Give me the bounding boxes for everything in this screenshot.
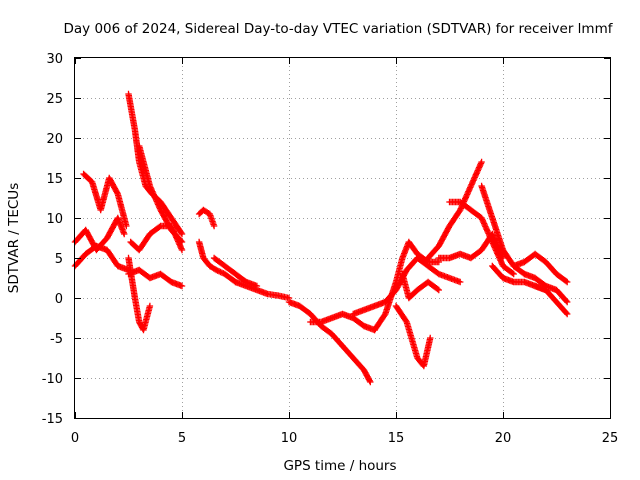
data-point xyxy=(213,266,220,274)
data-point xyxy=(427,334,434,342)
x-tick-label: 10 xyxy=(281,431,298,446)
series-track-19 xyxy=(399,270,442,302)
grid-lines xyxy=(75,58,610,418)
data-point xyxy=(215,268,223,275)
data-point xyxy=(178,238,186,246)
series-track-3 xyxy=(80,170,130,230)
data-point xyxy=(178,282,186,290)
data-point xyxy=(434,285,441,293)
series-track-13 xyxy=(285,298,346,350)
series-track-18 xyxy=(392,302,434,370)
data-point xyxy=(435,286,442,294)
data-point xyxy=(564,310,571,318)
series-track-12 xyxy=(232,278,293,302)
series-track-2 xyxy=(71,242,132,274)
y-tick-label: 20 xyxy=(46,132,63,147)
data-point xyxy=(146,302,154,310)
x-tick-label: 5 xyxy=(178,431,186,446)
y-tick-label: -10 xyxy=(42,372,63,387)
data-point xyxy=(121,230,128,238)
series-track-9 xyxy=(195,206,218,230)
data-point xyxy=(564,278,571,286)
data-point xyxy=(367,378,374,386)
y-tick-label: 5 xyxy=(55,252,63,267)
data-point xyxy=(217,268,224,276)
data-point xyxy=(562,277,570,285)
series-track-14 xyxy=(307,310,378,334)
series-track-20 xyxy=(424,158,485,262)
data-point xyxy=(113,189,121,196)
y-axis-label: SDTVAR / TECUs xyxy=(6,183,22,293)
data-point xyxy=(457,278,464,286)
series-track-6 xyxy=(125,266,186,290)
x-axis-label: GPS time / hours xyxy=(283,458,396,474)
data-point xyxy=(177,229,185,236)
x-tick-label: 0 xyxy=(71,431,79,446)
data-point xyxy=(210,222,218,230)
data-point xyxy=(478,158,485,166)
axis-ticks: 0 5 10 15 20 25 -15 -10 -5 0 5 10 15 20 25 30 xyxy=(42,52,619,446)
data-point xyxy=(123,222,130,230)
series-track-25 xyxy=(510,250,571,286)
data-point xyxy=(178,230,186,238)
data-point xyxy=(509,269,516,277)
data-point xyxy=(563,309,570,317)
data-points xyxy=(71,90,571,386)
x-tick-label: 15 xyxy=(388,431,405,446)
y-tick-label: 15 xyxy=(46,172,63,187)
data-point xyxy=(563,297,570,305)
data-point xyxy=(564,298,571,306)
chart-title: Day 006 of 2024, Sidereal Day-to-day VTE… xyxy=(64,21,614,37)
data-point xyxy=(178,246,186,254)
series-track-15 xyxy=(339,342,374,386)
y-tick-label: -15 xyxy=(42,412,63,427)
x-tick-label: 25 xyxy=(602,431,619,446)
data-point xyxy=(218,269,226,276)
data-point xyxy=(510,270,517,278)
data-point xyxy=(177,237,185,245)
y-tick-label: -5 xyxy=(50,332,63,347)
series-track-4 xyxy=(125,90,186,238)
series-track-10 xyxy=(195,238,239,286)
y-tick-label: 25 xyxy=(46,92,63,107)
y-tick-label: 0 xyxy=(55,292,63,307)
data-point xyxy=(214,267,221,274)
series-track-22 xyxy=(446,198,517,278)
plot-frame xyxy=(74,57,611,419)
x-tick-label: 20 xyxy=(495,431,512,446)
series-track-5 xyxy=(125,254,154,334)
y-tick-label: 30 xyxy=(46,52,63,67)
series-track-8 xyxy=(136,142,186,246)
series-track-27 xyxy=(531,282,571,318)
series-track-23 xyxy=(478,182,528,278)
y-tick-label: 10 xyxy=(46,212,63,227)
data-point xyxy=(366,377,373,384)
